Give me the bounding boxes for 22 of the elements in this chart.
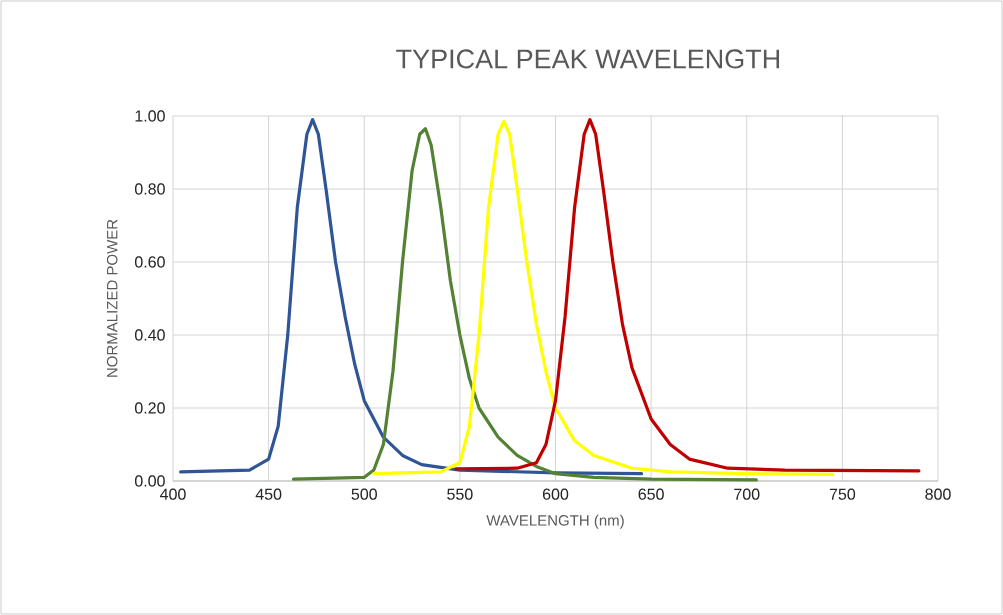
y-tick-label: 1.00	[135, 110, 165, 122]
line-series	[179, 118, 644, 476]
x-tick-label: 700	[734, 488, 760, 500]
y-tick-label: 0.20	[134, 402, 165, 414]
x-tick-label: 550	[447, 488, 473, 500]
x-tick-label: 650	[638, 488, 664, 500]
y-tick-label: 0.60	[134, 256, 165, 268]
x-tick-label: 400	[160, 488, 186, 500]
x-tick-label: 450	[255, 488, 282, 500]
y-axis-title: NORMALIZED POWER	[106, 219, 118, 377]
y-tick-label: 0.40	[134, 329, 165, 341]
x-tick-label: 500	[351, 488, 377, 500]
x-tick-label: 750	[829, 488, 856, 500]
y-tick-label: 0.00	[134, 475, 165, 487]
chart-title: TYPICAL PEAK WAVELENGTH	[396, 49, 780, 69]
line-series	[454, 118, 921, 473]
line-series	[291, 127, 758, 482]
x-axis-title: WAVELENGTH (nm)	[486, 514, 624, 529]
line-series	[372, 119, 835, 477]
x-tick-label: 600	[542, 488, 569, 500]
x-tick-label: 800	[925, 488, 951, 500]
y-tick-label: 0.80	[134, 183, 165, 195]
